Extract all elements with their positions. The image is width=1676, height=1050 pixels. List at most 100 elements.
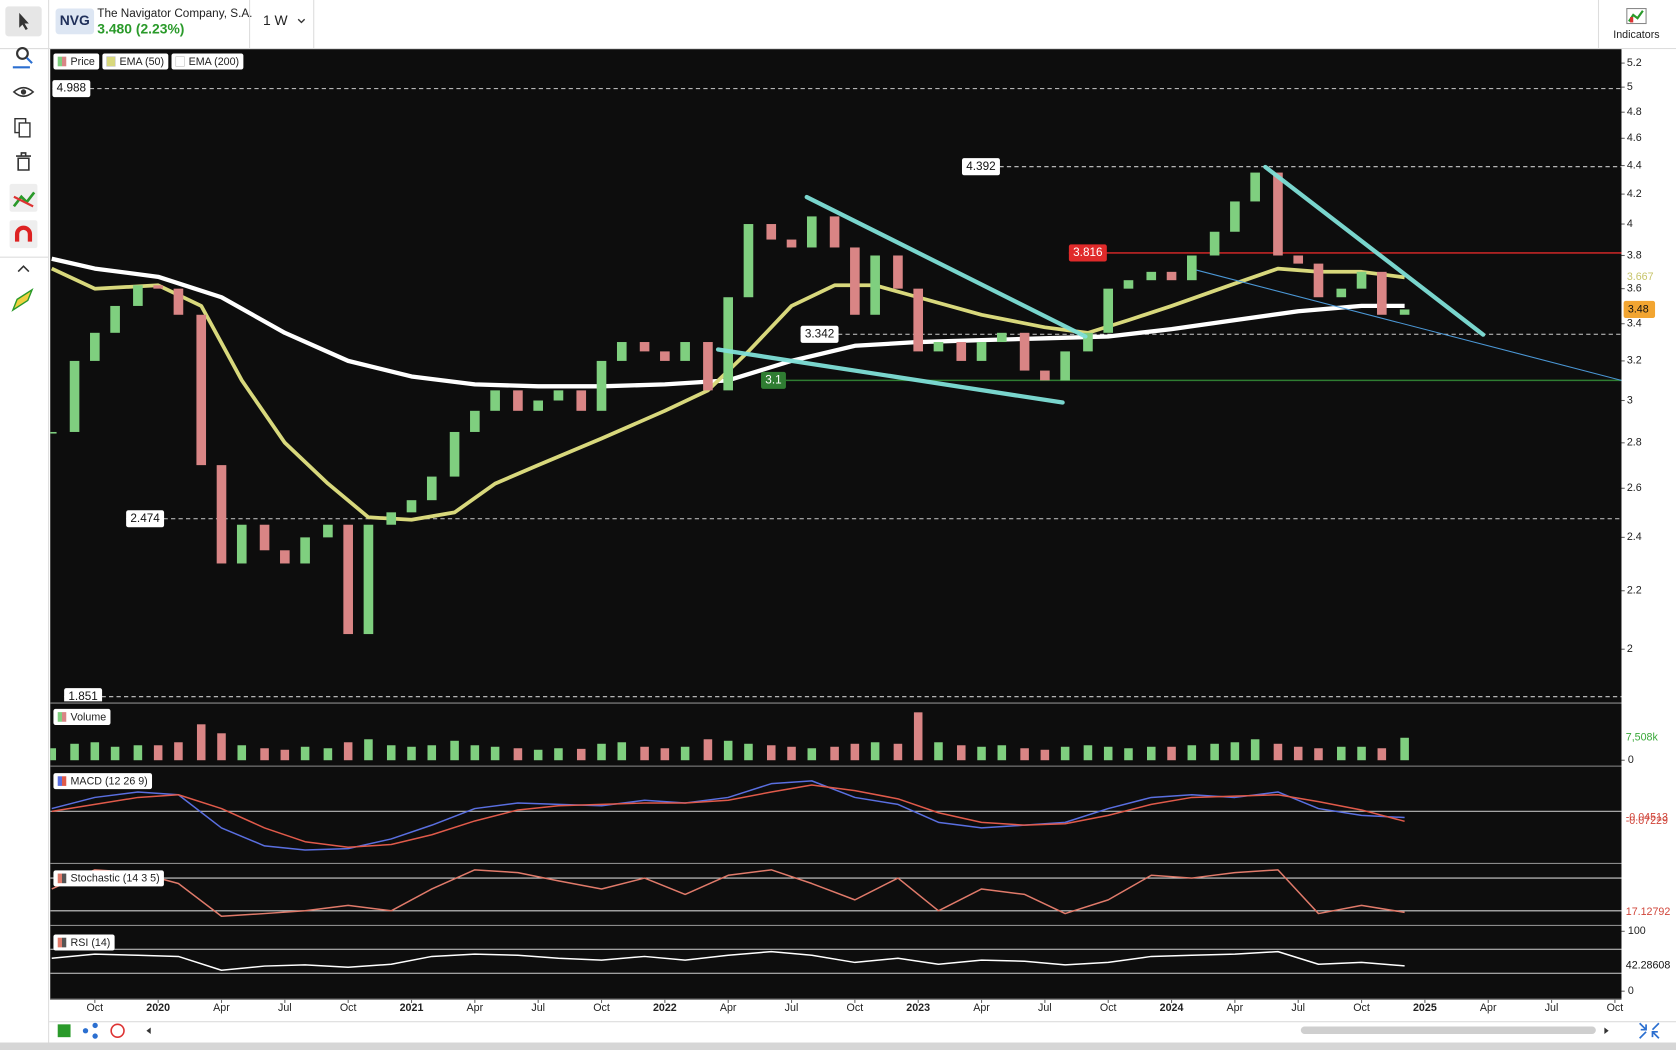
y-tick-label: 4.8 bbox=[1627, 106, 1642, 118]
legend-entry: Price bbox=[53, 53, 100, 70]
level-label-background bbox=[1068, 244, 1107, 262]
volume-bar bbox=[323, 748, 333, 761]
candle bbox=[1293, 255, 1304, 264]
y-tick-label: 4.6 bbox=[1627, 132, 1642, 144]
bottom-icon-refresh[interactable] bbox=[110, 1023, 125, 1038]
tool-zoom[interactable] bbox=[16, 47, 29, 60]
y-tick-label: 100 bbox=[1628, 925, 1646, 937]
legend-entry: EMA (50) bbox=[102, 53, 169, 70]
indicator-line bbox=[51, 780, 1405, 851]
volume-bar bbox=[1167, 746, 1176, 761]
x-tick-label: Oct bbox=[593, 1002, 610, 1014]
level-label: 3.816 bbox=[1073, 246, 1103, 259]
candle bbox=[50, 431, 57, 434]
volume-bar bbox=[300, 746, 310, 761]
legend-label: EMA (200) bbox=[189, 56, 239, 68]
toolbar-collapse[interactable] bbox=[17, 265, 30, 273]
interval[interactable]: 1 W bbox=[263, 12, 289, 28]
symbol-badge[interactable] bbox=[55, 8, 95, 35]
volume-bar bbox=[660, 748, 670, 761]
indicator-line bbox=[51, 950, 1405, 971]
candle bbox=[216, 465, 227, 564]
volume-bar bbox=[1147, 746, 1156, 761]
x-tick-label: Jul bbox=[1038, 1002, 1052, 1014]
fit-button[interactable] bbox=[1639, 1022, 1660, 1039]
bottom-icon-share[interactable] bbox=[82, 1028, 89, 1034]
y-tick-label: 3.2 bbox=[1627, 355, 1642, 367]
candle bbox=[386, 512, 397, 525]
x-tick-label: Oct bbox=[340, 1002, 357, 1014]
candle bbox=[976, 342, 987, 361]
panel-title: Volume bbox=[71, 711, 107, 723]
level-label: 4.988 bbox=[57, 82, 87, 95]
candle bbox=[426, 476, 437, 501]
candle bbox=[110, 305, 120, 333]
volume-bar bbox=[1187, 745, 1197, 761]
panel-label: RSI (14) bbox=[53, 934, 115, 951]
bottom-icon-chart[interactable] bbox=[57, 1024, 71, 1038]
tool-magnet[interactable] bbox=[14, 225, 33, 242]
tool-draw-red bbox=[13, 195, 34, 208]
candle bbox=[553, 390, 564, 401]
panel-label-background bbox=[53, 870, 164, 887]
axes: Oct 2020 Apr Jul Oct 2021 Apr Jul Oct 2022 Apr Jul O… bbox=[87, 57, 1671, 1014]
x-tick-label: Oct bbox=[1100, 1002, 1117, 1014]
volume-bar bbox=[407, 746, 416, 761]
level-label-background bbox=[52, 80, 91, 98]
x-tick-label: 2025 bbox=[1413, 1002, 1437, 1014]
y-tick-label: 2.2 bbox=[1627, 585, 1642, 597]
candle bbox=[1166, 271, 1177, 281]
volume-bar bbox=[174, 742, 183, 761]
candle bbox=[513, 390, 523, 411]
volume-bar bbox=[1273, 743, 1283, 761]
volume-bar bbox=[850, 743, 860, 761]
level-label-box: 3.816 bbox=[1068, 244, 1107, 262]
legend-background bbox=[171, 53, 244, 70]
level-label-background bbox=[761, 371, 786, 389]
y-axis-background bbox=[1621, 49, 1676, 1000]
candle bbox=[1060, 351, 1070, 381]
candle bbox=[1273, 172, 1283, 256]
legend-label: EMA (50) bbox=[119, 56, 164, 68]
candle bbox=[680, 342, 690, 361]
x-tick-label: 2021 bbox=[400, 1002, 424, 1014]
trendline bbox=[1196, 269, 1622, 381]
volume-bar bbox=[1337, 746, 1346, 761]
y-tick-label: 3.8 bbox=[1627, 249, 1642, 261]
volume-bar bbox=[956, 745, 966, 761]
y-tick-label: 2.6 bbox=[1627, 482, 1642, 494]
level-label-box: 4.392 bbox=[961, 158, 1000, 176]
tool-pencil[interactable] bbox=[11, 288, 34, 312]
interval-chevron[interactable] bbox=[297, 18, 306, 24]
x-tick-label: 2023 bbox=[906, 1002, 930, 1014]
scroll-right[interactable] bbox=[1604, 1027, 1609, 1034]
scroll-left[interactable] bbox=[146, 1027, 151, 1034]
tool-draw[interactable] bbox=[12, 191, 36, 208]
volume-bar bbox=[1377, 748, 1387, 761]
candle bbox=[173, 288, 184, 315]
panel-swatch bbox=[61, 937, 67, 948]
y-tick-label: 4.2 bbox=[1627, 188, 1642, 200]
tool-delete[interactable] bbox=[16, 152, 31, 171]
indicator-current-label: -0.07229 bbox=[1626, 815, 1668, 827]
panel-title: Stochastic (14 3 5) bbox=[71, 873, 160, 885]
y-tick-label: 0 bbox=[1628, 754, 1634, 766]
tool-eye[interactable] bbox=[12, 86, 35, 98]
volume-bar bbox=[1293, 746, 1303, 761]
volume-bar bbox=[513, 748, 523, 761]
volume-bar bbox=[1314, 748, 1323, 761]
legend-entry: EMA (200) bbox=[171, 53, 244, 70]
symbol[interactable]: NVG bbox=[60, 12, 90, 28]
candle bbox=[893, 255, 903, 289]
x-tick-label: 2020 bbox=[146, 1002, 170, 1014]
scrollbar[interactable] bbox=[1300, 1026, 1596, 1034]
candle bbox=[956, 342, 967, 361]
x-tick-label: Jul bbox=[278, 1002, 292, 1014]
indicators-icon[interactable] bbox=[1626, 8, 1647, 25]
indicators-button[interactable]: Indicators bbox=[1613, 29, 1659, 41]
volume-bar bbox=[427, 745, 437, 761]
tool-pointer[interactable] bbox=[19, 12, 29, 30]
volume-bar bbox=[830, 746, 839, 761]
candle bbox=[470, 410, 480, 432]
level-label-background bbox=[64, 688, 103, 702]
